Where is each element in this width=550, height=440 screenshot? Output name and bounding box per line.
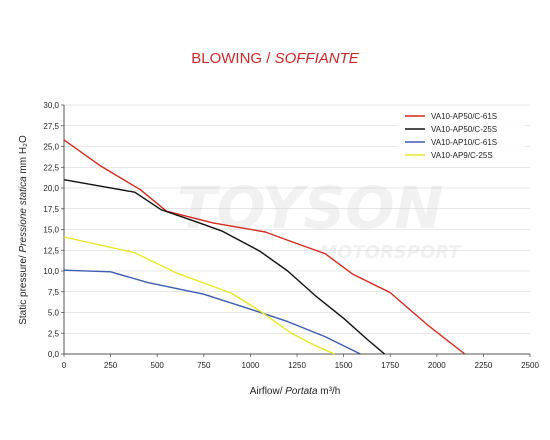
chart-title: BLOWING / SOFFIANTE	[191, 50, 359, 67]
y-tick-label: 20,0	[43, 184, 59, 193]
x-tick-label: 1250	[288, 361, 306, 370]
series-line-2	[63, 179, 386, 355]
watermark-brand: TOYSON	[177, 174, 443, 242]
x-ticks: 0 250 500 750 1000 1250 1500 1750 2000 2250 2500	[62, 354, 539, 370]
x-tick-label: 2000	[428, 361, 446, 370]
legend-label-2: VA10-AP50/C-25S	[431, 125, 497, 134]
x-tick-label: 1000	[242, 361, 260, 370]
legend-label-3: VA10-AP10/C-61S	[431, 138, 497, 147]
legend-label-1: VA10-AP50/C-61S	[431, 112, 497, 121]
y-tick-label: 15,0	[43, 226, 59, 235]
y-tick-label: 25,0	[43, 143, 59, 152]
y-tick-label: 2,5	[48, 329, 60, 338]
series-line-3	[63, 269, 361, 355]
x-tick-label: 1500	[335, 361, 353, 370]
y-tick-label: 30,0	[43, 101, 59, 110]
x-tick-label: 2500	[521, 361, 539, 370]
x-tick-label: 1750	[381, 361, 399, 370]
x-axis-label: Airflow/ Portata m³/h	[250, 386, 341, 397]
y-axis-label: Static pressure/ Pressione statica mm H₂…	[18, 135, 29, 325]
y-tick-label: 17,5	[43, 205, 59, 214]
x-tick-label: 500	[151, 361, 165, 370]
series-line-1	[63, 139, 466, 355]
x-tick-label: 0	[62, 361, 67, 370]
watermark: TOYSON MOTORSPORT	[177, 174, 463, 263]
series-line-4	[63, 236, 335, 355]
y-tick-label: 5,0	[48, 309, 60, 318]
grid	[64, 104, 530, 355]
y-tick-label: 22,5	[43, 163, 59, 172]
legend-label-4: VA10-AP9/C-25S	[431, 151, 493, 160]
y-tick-label: 12,5	[43, 246, 59, 255]
y-ticks: 0,0 2,5 5,0 7,5 10,0 12,5 15,0 17,5 20,0 22,5 25,0…	[43, 101, 64, 359]
y-tick-label: 27,5	[43, 122, 59, 131]
y-tick-label: 7,5	[48, 288, 60, 297]
y-tick-label: 0,0	[48, 350, 60, 359]
x-tick-label: 750	[197, 361, 211, 370]
x-tick-label: 2250	[475, 361, 493, 370]
x-tick-label: 250	[104, 361, 118, 370]
y-tick-label: 10,0	[43, 267, 59, 276]
series	[63, 139, 466, 355]
watermark-sub: MOTORSPORT	[319, 242, 462, 263]
legend: VA10-AP50/C-61S VA10-AP50/C-25S VA10-AP10/…	[397, 106, 525, 164]
